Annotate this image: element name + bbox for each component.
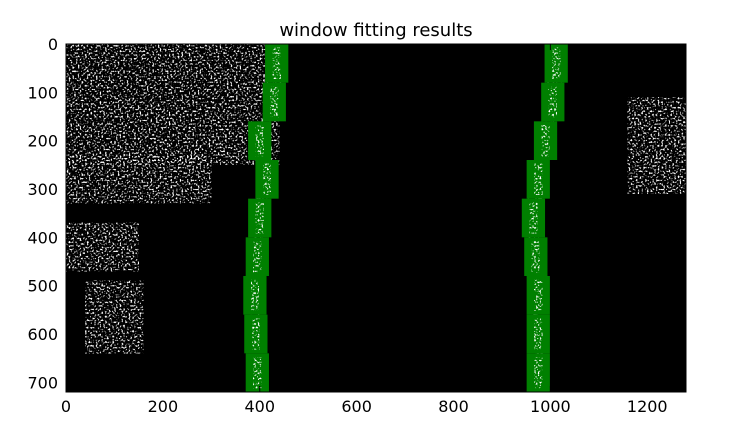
- x-tick-label: 800: [438, 397, 469, 416]
- y-tick-label: 500: [27, 277, 58, 296]
- right-lane-window-pixels: [534, 279, 543, 311]
- plot-frame: [65, 43, 687, 393]
- left-lane-window-pixels: [263, 163, 271, 195]
- left-lane-window-pixels: [253, 241, 262, 273]
- x-tick-label: 1000: [530, 397, 571, 416]
- road-edge-pixels: [66, 155, 212, 204]
- y-tick-label: 600: [27, 325, 58, 344]
- x-tick-label: 200: [148, 397, 179, 416]
- right-lane-window-pixels: [541, 125, 550, 157]
- right-lane-window-pixels: [548, 86, 557, 118]
- road-edge-pixels: [66, 222, 139, 272]
- chart-title: window fitting results: [279, 20, 472, 41]
- y-tick-label: 300: [27, 180, 58, 199]
- right-lane-window-pixels: [534, 163, 543, 195]
- x-tick-label: 600: [341, 397, 372, 416]
- left-lane-window-pixels: [255, 125, 264, 157]
- search-windows: [243, 44, 568, 392]
- left-lane-window-pixels: [272, 47, 281, 79]
- y-tick-label: 0: [48, 35, 58, 54]
- left-lane-window-pixels: [255, 202, 264, 234]
- y-tick-label: 700: [27, 373, 58, 392]
- right-lane-window-pixels: [552, 47, 561, 79]
- right-lane-window-pixels: [529, 202, 538, 234]
- x-tick-label: 1200: [627, 397, 668, 416]
- x-tick-label: 0: [61, 397, 71, 416]
- left-lane-window-pixels: [270, 86, 279, 118]
- x-axis: 0 200 400 600 800 1000 1200: [61, 44, 668, 416]
- y-axis: 0 100 200 300 400 500 600 700: [27, 35, 686, 392]
- y-tick-label: 400: [27, 228, 58, 247]
- left-lane-window-pixels: [252, 318, 260, 350]
- left-lane-window-pixels: [253, 357, 262, 389]
- x-tick-label: 400: [244, 397, 275, 416]
- right-lane-window-pixels: [534, 357, 543, 389]
- y-tick-label: 200: [27, 132, 58, 151]
- right-edge-pixels: [627, 97, 686, 194]
- y-tick-label: 100: [27, 83, 58, 102]
- right-lane-window-pixels: [531, 241, 540, 273]
- right-lane-window-pixels: [534, 318, 543, 350]
- road-edge-pixels: [85, 280, 144, 354]
- road-edge-pixels: [66, 44, 280, 165]
- plot-area: [65, 43, 687, 393]
- left-lane-window-pixels: [251, 279, 259, 311]
